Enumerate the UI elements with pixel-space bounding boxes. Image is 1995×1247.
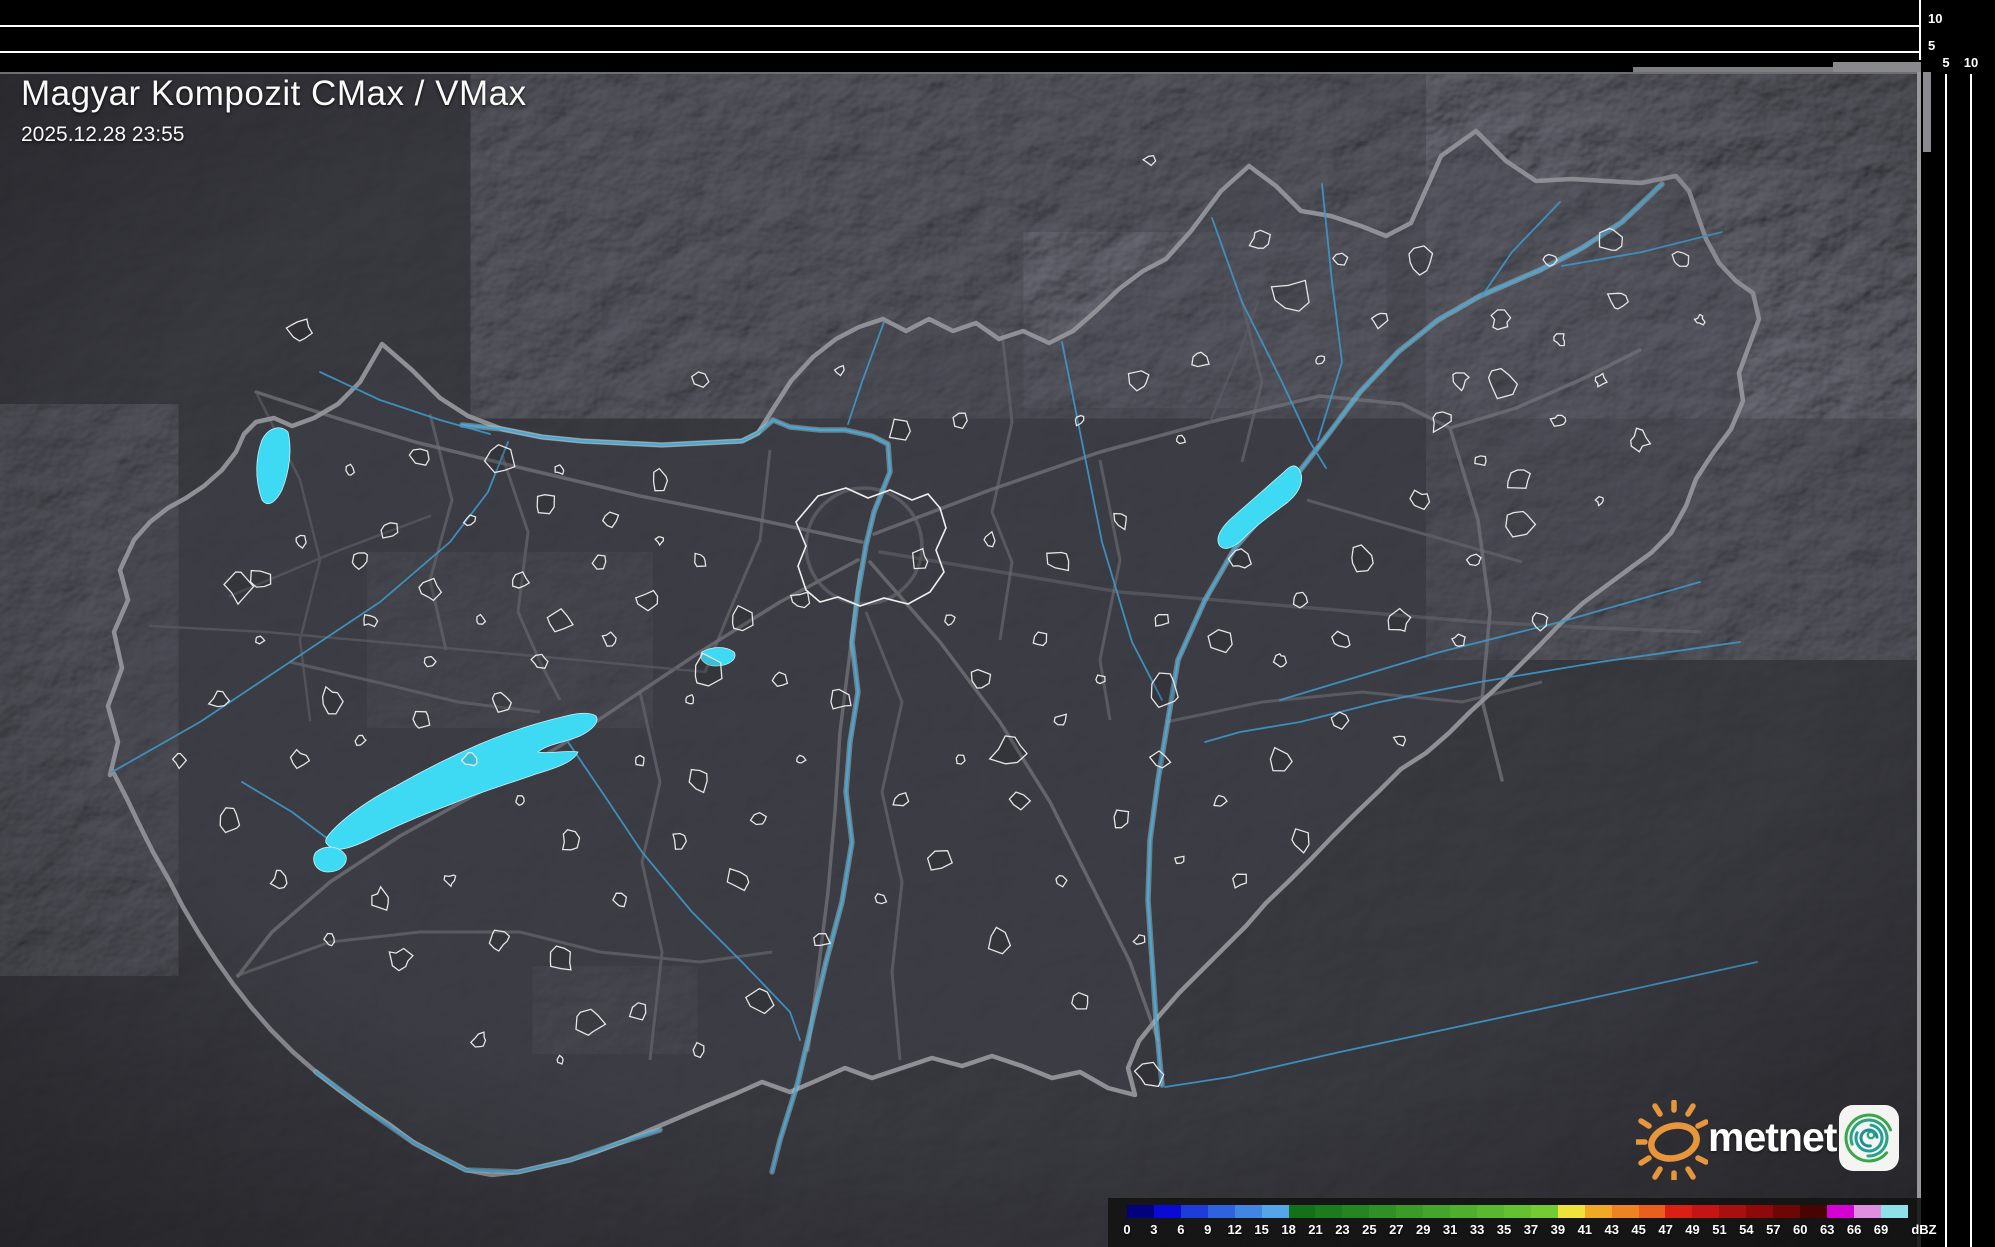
colorbar-tick-label: 33: [1469, 1222, 1485, 1237]
reflectivity-colorbar: 0 3 6 9 12 15 18 21 23 25 27 29 31 33 35 37 39 41 43 45 47 49…: [1108, 1198, 1937, 1247]
top-gridline-10km: [0, 25, 1921, 27]
right-axis-label-5: 5: [1942, 55, 1950, 70]
colorbar-segment: [1638, 1205, 1666, 1218]
colorbar-segment: [1207, 1205, 1235, 1218]
colorbar-segment: [1127, 1205, 1154, 1218]
map-frame-top: [0, 72, 1921, 74]
colorbar-segment: [1853, 1205, 1881, 1218]
colorbar-tick-label: 15: [1254, 1222, 1269, 1237]
colorbar-tick-label: 23: [1335, 1222, 1350, 1237]
top-gridline-5km: [0, 51, 1921, 53]
colorbar-tick-label: 60: [1793, 1222, 1808, 1237]
radar-map-svg: [0, 72, 1921, 1247]
vignette: [0, 72, 1921, 1247]
colorbar-tick-label: 63: [1819, 1222, 1835, 1237]
colorbar-tick-label: 35: [1496, 1222, 1512, 1237]
right-gridline-10km: [1970, 74, 1972, 1247]
metnet-wordmark: metnet: [1708, 1114, 1837, 1160]
metnet-logo: metnet: [1636, 1098, 1906, 1182]
colorbar-tick-label: 6: [1177, 1222, 1185, 1237]
colorbar-segment: [1369, 1205, 1397, 1218]
echo-profile-right: [1923, 72, 1931, 152]
colorbar-segment: [1450, 1205, 1477, 1218]
right-gridline-5km: [1945, 74, 1947, 1247]
colorbar-tick-label: 41: [1577, 1222, 1593, 1237]
colorbar-tick-label: 47: [1658, 1222, 1673, 1237]
map-frame-right: [1917, 72, 1921, 1247]
sun-icon: [1636, 1100, 1708, 1180]
spiral-icon: [1844, 1113, 1894, 1163]
colorbar-segment: [1342, 1205, 1370, 1218]
colorbar-segment: [1180, 1205, 1208, 1218]
top-axis-label-10: 10: [1928, 11, 1943, 26]
colorbar-tick-label: 57: [1766, 1222, 1781, 1237]
colorbar-segment: [1315, 1205, 1343, 1218]
colorbar-unit-label: dBZ: [1911, 1222, 1937, 1237]
colorbar-segment: [1288, 1205, 1316, 1218]
colorbar-tick-label: 51: [1712, 1222, 1727, 1237]
colorbar-tick-label: 9: [1204, 1222, 1212, 1237]
colorbar-track: [1127, 1205, 1908, 1218]
echo-profile-top-peak: [1833, 62, 1921, 72]
colorbar-tick-label: 66: [1846, 1222, 1862, 1237]
colorbar-tick-label: 37: [1523, 1222, 1539, 1237]
top-panel-separator: [1919, 0, 1921, 60]
colorbar-segment: [1503, 1205, 1531, 1218]
right-axis-label-10: 10: [1963, 55, 1979, 70]
colorbar-segment: [1611, 1205, 1639, 1218]
colorbar-segment: [1261, 1205, 1289, 1218]
colorbar-tick-label: 69: [1873, 1222, 1889, 1237]
colorbar-segment: [1719, 1205, 1747, 1218]
colorbar-segment: [1476, 1205, 1504, 1218]
colorbar-tick-label: 54: [1739, 1222, 1754, 1237]
colorbar-tick-label: 49: [1685, 1222, 1700, 1237]
colorbar-segment: [1800, 1205, 1827, 1218]
colorbar-segment: [1665, 1205, 1693, 1218]
colorbar-segment: [1773, 1205, 1801, 1218]
echo-height-top-panel: [0, 0, 1923, 72]
colorbar-tick-label: 43: [1604, 1222, 1619, 1237]
colorbar-tick-label: 29: [1415, 1222, 1431, 1237]
timestamp: 2025.12.28 23:55: [21, 123, 185, 146]
colorbar-tick-label: 39: [1550, 1222, 1566, 1237]
colorbar-segment: [1557, 1205, 1585, 1218]
page-title: Magyar Kompozit CMax / VMax: [21, 74, 527, 113]
colorbar-tick-label: 12: [1227, 1222, 1242, 1237]
colorbar-tick-label: 18: [1281, 1222, 1296, 1237]
colorbar-tick-label: 27: [1389, 1222, 1404, 1237]
colorbar-segment: [1396, 1205, 1424, 1218]
echo-profile-top: [1633, 67, 1921, 72]
colorbar-tick-label: 45: [1631, 1222, 1646, 1237]
colorbar-segment: [1530, 1205, 1558, 1218]
radar-map: [0, 72, 1921, 1247]
colorbar-tick-label: 0: [1123, 1222, 1131, 1237]
colorbar-tick-label: 31: [1442, 1222, 1458, 1237]
colorbar-segment: [1746, 1205, 1774, 1218]
colorbar-segment: [1880, 1205, 1908, 1218]
colorbar-segment: [1826, 1205, 1854, 1218]
colorbar-segment: [1234, 1205, 1262, 1218]
colorbar-tick-label: 21: [1308, 1222, 1323, 1237]
colorbar-tick-label: 3: [1150, 1222, 1158, 1237]
metnet-app-icon: [1839, 1105, 1899, 1171]
colorbar-tick-label: 25: [1362, 1222, 1377, 1237]
colorbar-segment: [1153, 1205, 1181, 1218]
colorbar-segment: [1584, 1205, 1612, 1218]
title-block: Magyar Kompozit CMax / VMax 2025.12.28 2…: [21, 74, 527, 147]
colorbar-segment: [1692, 1205, 1720, 1218]
echo-height-right-panel: 10 5 5 10: [1923, 0, 1995, 1247]
top-axis-label-5: 5: [1928, 38, 1936, 53]
colorbar-segment: [1423, 1205, 1451, 1218]
